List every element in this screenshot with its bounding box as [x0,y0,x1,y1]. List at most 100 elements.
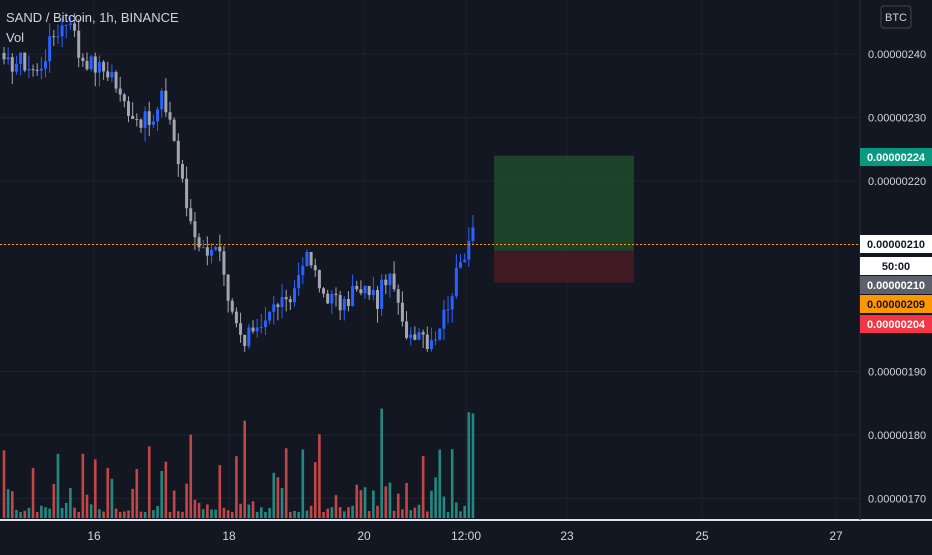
volume-bar [471,413,475,518]
last-close-badge-bg [860,276,932,294]
volume-bar [172,490,176,518]
candle-body [301,265,305,276]
candle-body [39,68,43,71]
candle-body [284,297,288,300]
volume-bar [226,510,230,518]
volume-bar [40,505,43,518]
candle-body [338,295,342,311]
take-profit-badge-text: 0.00000224 [867,152,926,164]
volume-bar [152,510,155,518]
candle-body [438,328,442,340]
volume-bar [405,482,408,518]
volume-bar [6,489,10,518]
candle-body [201,247,205,249]
candle-body [342,298,346,311]
candle-body [48,36,52,62]
candle-body [326,293,330,304]
last-close-badge: 0.00000210 [860,276,932,294]
volume-bar [459,511,462,518]
loss-zone[interactable] [494,250,634,283]
candle-body [239,323,243,335]
candle-body [147,111,151,125]
volume-bar [293,510,296,518]
candle-body [23,52,27,71]
volume-bar [251,501,255,518]
candle-body [429,340,433,350]
candle-body [467,240,471,260]
volume-bar [430,490,433,518]
candle-body [77,30,81,58]
candle-body [93,56,97,73]
entry-price-badge-bg [860,295,932,313]
candle-body [322,288,326,294]
candle-body [114,72,118,89]
volume-bar [2,450,6,518]
time-axis[interactable]: 16 18 20 12:00 23 25 27 [87,529,843,543]
volume-bar [106,467,110,518]
volume-bar [197,502,201,518]
candle-body [247,327,251,347]
profit-zone[interactable] [494,155,634,251]
volume-bar [177,511,180,518]
candle-body [52,36,56,38]
candle-body [471,227,475,241]
candle-body [317,270,321,289]
volume-bar [118,511,122,518]
candle-body [255,327,259,332]
volume-bar [351,505,354,518]
candle-body [97,61,101,73]
current-price-badge: 0.00000210 [860,235,932,253]
candle-body [463,259,467,263]
volume-bar [442,496,446,518]
currency-button[interactable]: BTC [880,5,912,29]
candle-body [288,299,292,303]
volume-bar [284,448,288,518]
volume-bar [313,462,317,518]
candle-body [89,56,93,70]
candle-body [392,273,396,290]
candle-body [268,311,272,321]
price-axis[interactable]: 0.00000240 0.00000230 0.00000220 0.00000210… [868,49,926,506]
candle-body [31,69,35,71]
candle-body [214,246,218,250]
volume-bar [463,505,466,518]
volume-bar [64,502,68,518]
volume-bar [210,509,213,518]
candle-body [168,112,172,120]
candle-body [44,61,47,69]
candle-body [127,101,130,116]
volume-bar [318,434,321,518]
volume-bar [222,507,226,518]
candle-body [297,275,301,289]
volume-bar [168,511,172,518]
candle-body [226,274,230,301]
volume-bar [301,449,305,518]
entry-price-badge: 0.00000209 [860,295,932,313]
candle-body [185,178,189,209]
volume-bar [396,493,400,518]
candle-body [417,332,421,340]
volume-bar [147,446,151,518]
candle-body [10,57,14,72]
volume-bar [384,486,388,518]
volume-bar [330,507,334,518]
volume-bar [326,508,329,518]
volume-bar [417,504,421,518]
symbol-title: SAND / Bitcoin, 1h, BINANCE [6,10,179,25]
price-tick-label: 0.00000230 [868,113,926,125]
candle-body [346,298,350,307]
volume-bar [143,511,147,518]
volume-bar [89,504,93,518]
volume-bar [11,491,14,518]
candle-body [6,57,10,60]
long-position-tool[interactable] [494,155,634,283]
candle-body [388,273,392,286]
volume-bar [438,449,442,518]
volume-bar [31,468,35,518]
volume-bar [69,487,72,518]
volume-bar [201,509,205,518]
time-tick-label: 12:00 [451,529,481,543]
volume-bar [276,477,280,518]
